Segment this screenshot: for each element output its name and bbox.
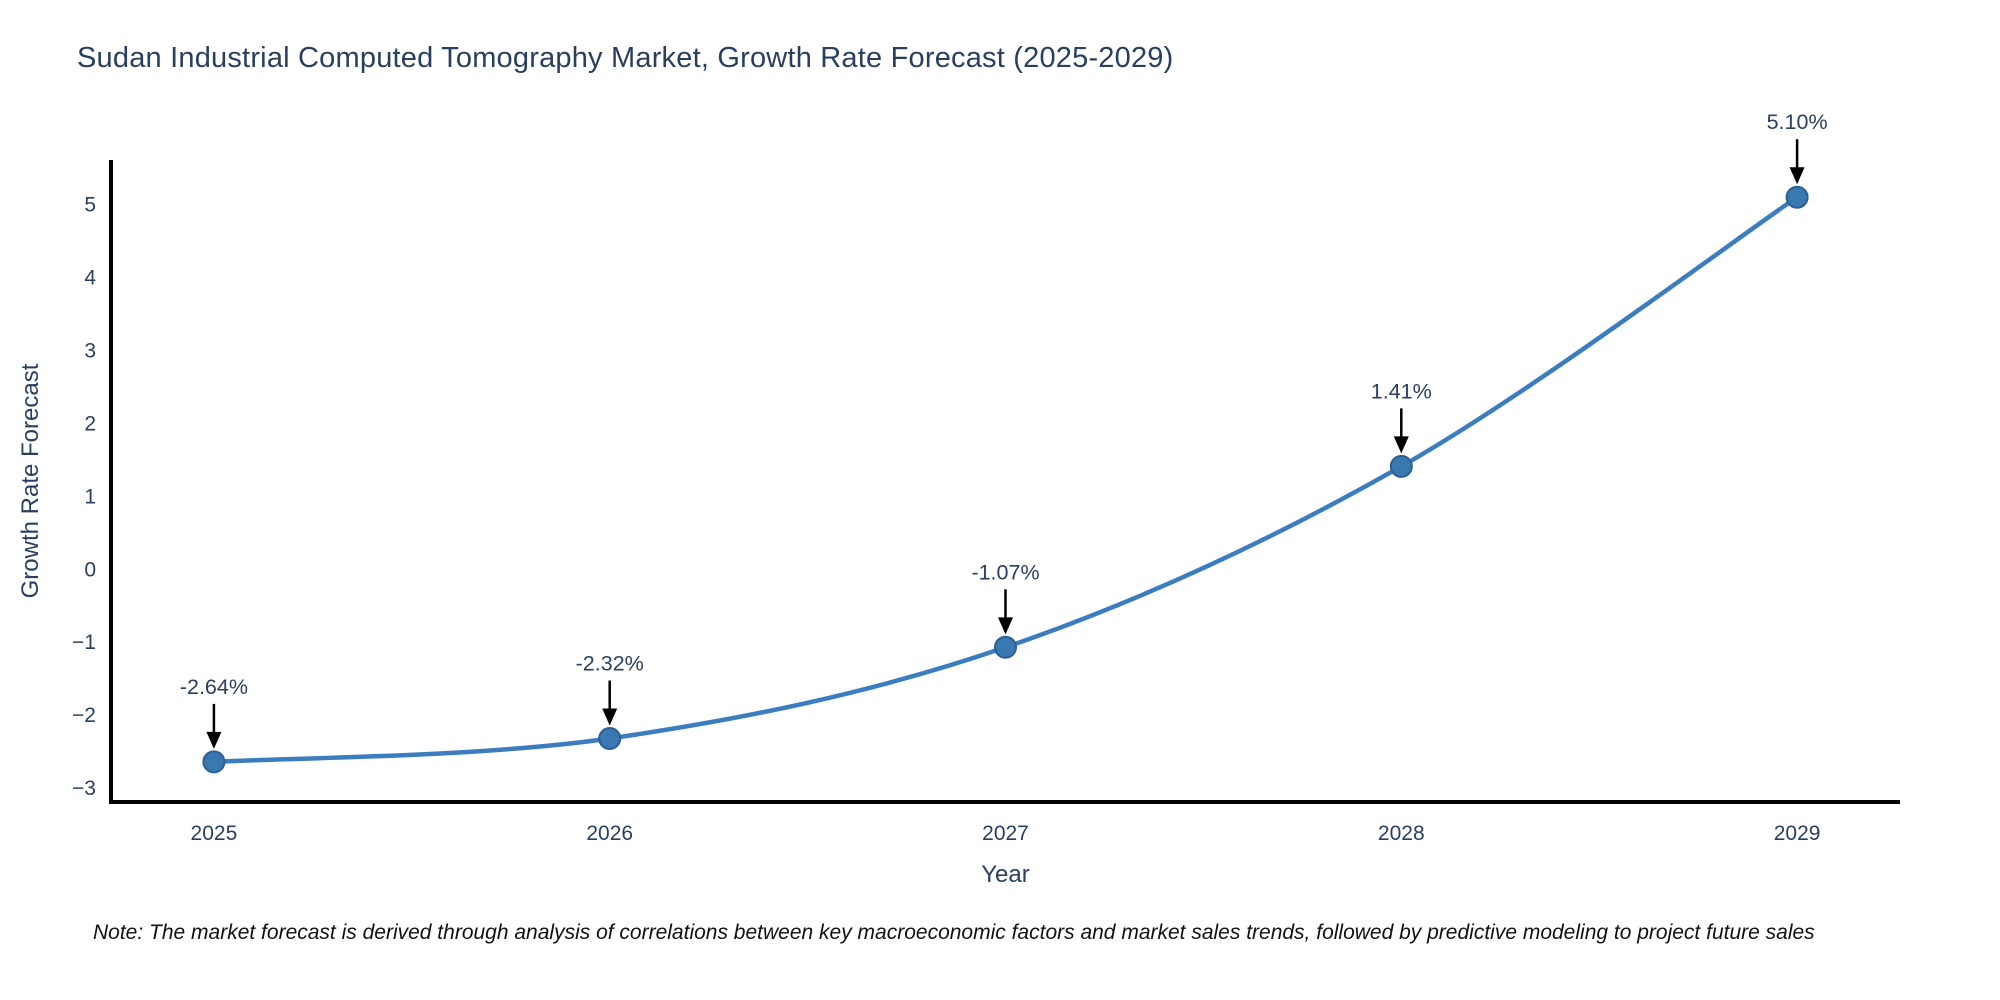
annotation-arrowhead	[998, 617, 1013, 635]
y-tick-label: −3	[72, 777, 96, 800]
y-tick-label: 1	[84, 485, 96, 508]
annotation-arrowhead	[206, 731, 222, 749]
y-tick-label: 0	[84, 558, 96, 581]
y-tick-label: 4	[84, 266, 96, 289]
annotation-arrowhead	[1393, 436, 1409, 454]
chart-title: Sudan Industrial Computed Tomography Mar…	[77, 42, 1174, 74]
data-point-group: 5.10%	[1767, 110, 1828, 209]
footnote: Note: The market forecast is derived thr…	[93, 921, 1815, 944]
data-point-marker	[598, 727, 622, 750]
data-point-marker	[994, 635, 1017, 659]
data-point-marker	[1389, 454, 1413, 478]
data-point-label: 5.10%	[1767, 110, 1828, 134]
data-point-marker	[202, 750, 226, 774]
x-axis-title: Year	[981, 861, 1030, 888]
y-tick-label: 3	[84, 339, 96, 362]
data-point-group: -2.64%	[180, 675, 248, 774]
annotation-arrowhead	[1789, 167, 1805, 185]
data-point-label: 1.41%	[1371, 379, 1432, 403]
data-point-label: -2.64%	[180, 675, 248, 699]
x-tick-label: 2027	[982, 822, 1029, 845]
y-tick-label: −2	[72, 704, 96, 727]
data-point-label: -2.32%	[576, 652, 644, 676]
x-tick-label: 2028	[1378, 822, 1425, 845]
x-tick-label: 2025	[191, 822, 238, 845]
annotation-arrowhead	[602, 708, 618, 726]
y-tick-label: 5	[84, 194, 96, 217]
x-tick-label: 2029	[1774, 822, 1821, 845]
y-tick-label: −1	[72, 631, 96, 654]
forecast-line	[211, 194, 1800, 765]
data-point-group: -2.32%	[576, 652, 644, 750]
y-tick-label: 2	[84, 412, 96, 435]
data-point-group: -1.07%	[971, 560, 1040, 659]
y-axis-title: Growth Rate Forecast	[17, 363, 44, 598]
data-point-group: 1.41%	[1371, 379, 1432, 478]
data-point-marker	[1785, 185, 1809, 209]
data-point-label: -1.07%	[971, 560, 1039, 584]
x-tick-label: 2026	[586, 822, 633, 845]
